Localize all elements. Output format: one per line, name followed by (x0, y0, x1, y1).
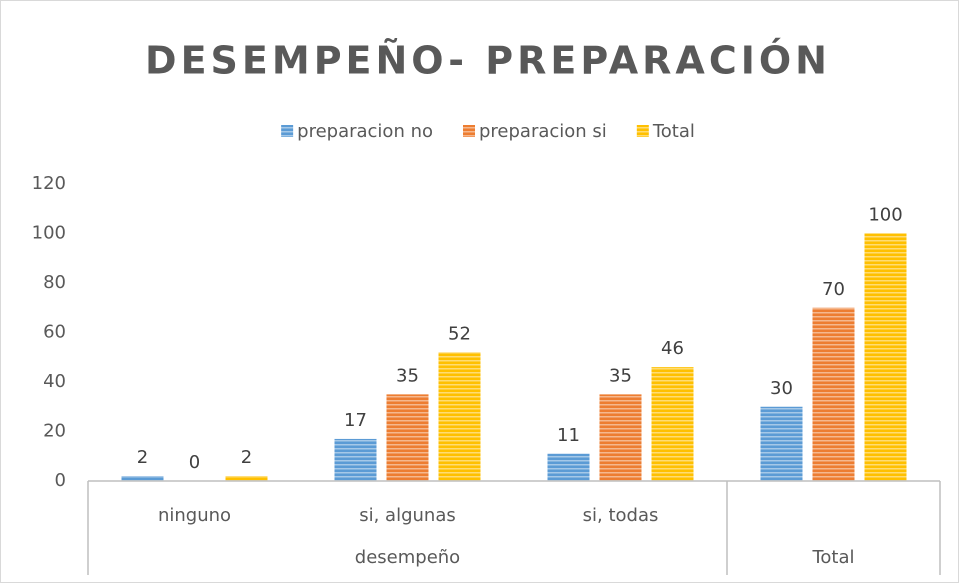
legend-swatch (281, 125, 294, 137)
x-tick-label: ninguno (158, 505, 231, 526)
y-tick-label: 20 (43, 421, 66, 442)
bar (651, 367, 694, 481)
bar (386, 394, 429, 481)
y-tick-label: 0 (55, 470, 66, 491)
data-label: 2 (241, 447, 252, 468)
legend-label: preparacion si (479, 121, 607, 142)
data-label: 17 (344, 410, 367, 431)
bar (334, 438, 377, 481)
bar (812, 307, 855, 481)
legend-item: preparacion si (463, 121, 607, 142)
data-label: 35 (396, 365, 419, 386)
data-label: 46 (661, 338, 684, 359)
y-tick-label: 120 (32, 173, 66, 194)
data-label: 30 (770, 378, 793, 399)
bar (547, 453, 590, 481)
bar (438, 352, 481, 481)
data-label: 0 (189, 452, 200, 473)
chart-title: DESEMPEÑO- PREPARACIÓN (145, 39, 831, 83)
bar (864, 233, 907, 481)
y-tick-label: 60 (43, 322, 66, 343)
bar (760, 406, 803, 481)
x-tick-label: si, todas (583, 505, 659, 526)
y-tick-label: 100 (32, 223, 66, 244)
legend-label: preparacion no (297, 121, 433, 142)
x-tick-label: si, algunas (359, 505, 456, 526)
legend-swatch (463, 125, 475, 137)
bar (599, 394, 642, 481)
group-label: desempeño (355, 547, 460, 568)
data-label: 70 (822, 279, 845, 300)
data-label: 11 (557, 425, 580, 446)
legend-label: Total (652, 121, 695, 142)
bar (225, 476, 268, 481)
group-label: Total (811, 547, 854, 568)
data-label: 52 (448, 323, 471, 344)
y-tick-label: 80 (43, 272, 66, 293)
bar (121, 476, 164, 481)
legend: preparacion no preparacion si Total (281, 121, 695, 142)
legend-swatch (636, 125, 649, 137)
y-tick-label: 40 (43, 371, 66, 392)
data-label: 35 (609, 365, 632, 386)
legend-item: Total (636, 121, 695, 142)
data-label: 2 (137, 447, 148, 468)
legend-item: preparacion no (281, 121, 433, 142)
data-label: 100 (868, 205, 902, 226)
